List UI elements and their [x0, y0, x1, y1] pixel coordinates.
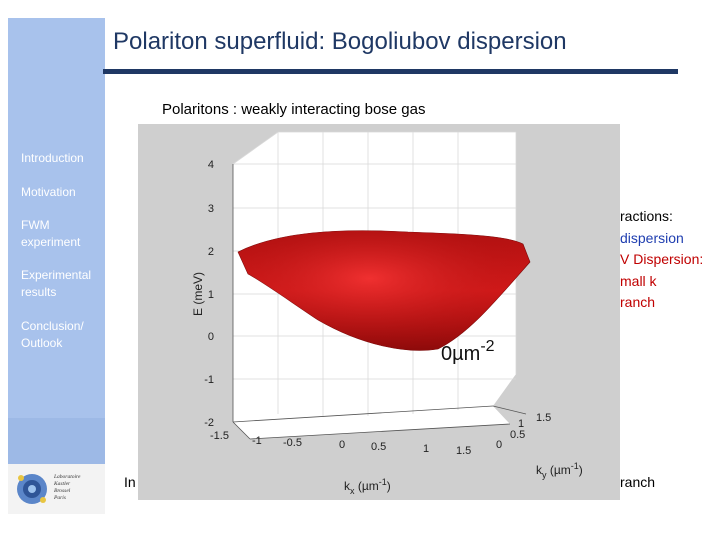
lab-logo: Laboratoire Kastler Brossel Paris: [8, 464, 105, 514]
y-tick-label: 0.5: [510, 429, 525, 441]
surface-plot: 4 3 2 1 0 -1 -2 -1.5 -1 -0.5 0 0.5 1 1.5…: [138, 124, 620, 500]
density-annotation-value: 0µm: [441, 343, 480, 365]
x-tick-label: 0: [339, 439, 345, 451]
surface-plot-svg: 4 3 2 1 0 -1 -2 -1.5 -1 -0.5 0 0.5 1 1.5…: [191, 131, 583, 496]
x-axis-label-exp: -1: [379, 477, 387, 487]
x-axis-label-close: ): [387, 479, 391, 493]
y-ticks: 0 0.5 1 1.5: [496, 412, 551, 451]
y-tick-label: 0: [496, 439, 502, 451]
x-axis-label: kx (µm-1): [344, 477, 391, 496]
x-ticks: -1.5 -1 -0.5 0 0.5 1 1.5: [210, 430, 471, 457]
z-tick-label: 4: [208, 159, 214, 171]
axis-lines: [232, 164, 527, 440]
x-axis-label-main: k: [344, 479, 351, 493]
logo-text: Laboratoire Kastler Brossel Paris: [54, 474, 81, 501]
z-tick-label: 3: [208, 203, 214, 215]
hidden-text-line: V Dispersion:: [620, 251, 704, 267]
x-axis-label-sub: x: [350, 486, 355, 496]
hidden-text-line: ranch: [620, 294, 656, 310]
y-tick-label: 1.5: [536, 412, 551, 424]
hidden-text-line: ractions:: [620, 208, 673, 224]
x-tick-label: 1: [423, 443, 429, 455]
z-axis-label: E (meV): [191, 272, 205, 316]
sidebar-panel: [8, 18, 105, 418]
y-axis-label: ky (µm-1): [536, 461, 583, 480]
hidden-text-line: ranch: [620, 474, 656, 490]
x-tick-label: 1.5: [456, 445, 471, 457]
nav-item-experimental-results[interactable]: Experimental results: [21, 268, 92, 299]
x-tick-label: -1: [252, 435, 262, 447]
density-annotation: 0µm-2: [441, 338, 495, 365]
y-tick-label: 1: [518, 418, 524, 430]
surface-highlight: [238, 230, 530, 351]
density-annotation-exp: -2: [480, 338, 494, 355]
hidden-text-line: In: [124, 474, 136, 490]
z-tick-label: 0: [208, 331, 214, 343]
x-tick-label: -0.5: [283, 437, 302, 449]
nav-item-motivation[interactable]: Motivation: [21, 185, 76, 199]
hidden-text-line: dispersion: [620, 230, 684, 246]
x-axis-label-unit: (µm: [355, 479, 379, 493]
y-axis-label-unit: (µm: [547, 463, 571, 477]
y-axis-label-close: ): [579, 463, 583, 477]
z-tick-label: -1: [204, 374, 214, 386]
title-underline: [103, 69, 678, 74]
floor-pane: [233, 406, 510, 439]
logo-emblem-icon: [17, 474, 47, 504]
y-axis-label-exp: -1: [571, 461, 579, 471]
surface-mesh: [237, 230, 531, 351]
y-axis-label-main: k: [536, 463, 543, 477]
z-ticks: 4 3 2 1 0 -1 -2: [204, 159, 214, 429]
nav-item-fwm-experiment[interactable]: FWM experiment: [21, 218, 81, 249]
slide-subtitle: Polaritons : weakly interacting bose gas: [162, 101, 426, 118]
nav-item-conclusion-outlook[interactable]: Conclusion/ Outlook: [21, 319, 84, 350]
x-tick-label: -1.5: [210, 430, 229, 442]
nav-item-introduction[interactable]: Introduction: [21, 151, 84, 165]
z-tick-label: 1: [208, 289, 214, 301]
hidden-text-line: mall k: [620, 273, 657, 289]
slide-title: Polariton superfluid: Bogoliubov dispers…: [113, 28, 567, 55]
x-tick-label: 0.5: [371, 441, 386, 453]
z-tick-label: 2: [208, 246, 214, 258]
y-axis-label-sub: y: [542, 470, 547, 480]
z-tick-label: -2: [204, 417, 214, 429]
